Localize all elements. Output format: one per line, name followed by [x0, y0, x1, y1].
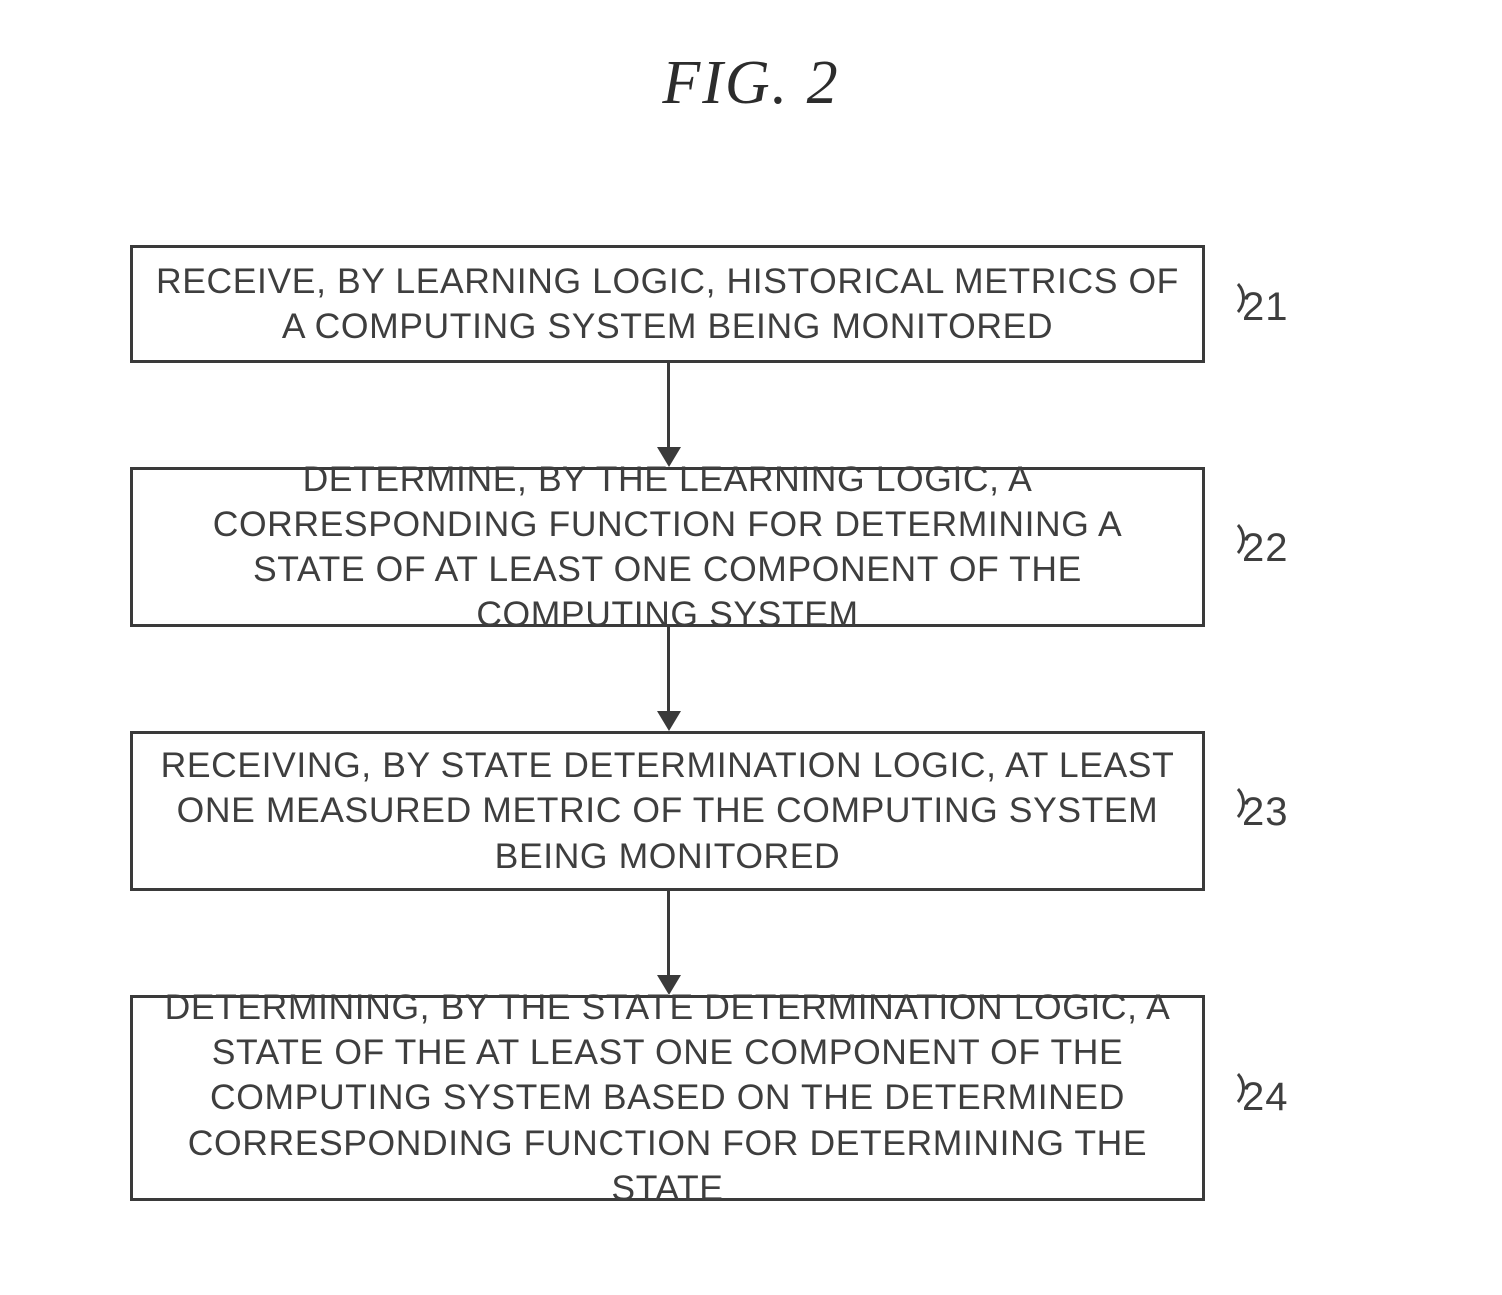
- figure-title: FIG. 2: [0, 48, 1502, 119]
- label-connector-2: [1205, 518, 1245, 560]
- label-connector-4: [1205, 1067, 1245, 1109]
- flow-box-1: RECEIVE, BY LEARNING LOGIC, HISTORICAL M…: [130, 245, 1205, 363]
- flow-box-1-label: 21: [1242, 285, 1289, 330]
- flow-box-4-label: 24: [1242, 1075, 1289, 1120]
- label-connector-1: [1205, 277, 1245, 319]
- flow-box-2-text: DETERMINE, BY THE LEARNING LOGIC, A CORR…: [155, 457, 1180, 637]
- flow-box-3-label: 23: [1242, 790, 1289, 835]
- flow-box-4: DETERMINING, BY THE STATE DETERMINATION …: [130, 995, 1205, 1201]
- label-connector-3: [1205, 782, 1245, 824]
- flow-box-2-label: 22: [1242, 526, 1289, 571]
- flow-box-4-text: DETERMINING, BY THE STATE DETERMINATION …: [155, 985, 1180, 1210]
- arrow-2-head: [657, 711, 681, 731]
- arrow-1-line: [667, 363, 670, 447]
- flow-box-3-text: RECEIVING, BY STATE DETERMINATION LOGIC,…: [155, 743, 1180, 878]
- arrow-2-line: [667, 627, 670, 711]
- flow-box-3: RECEIVING, BY STATE DETERMINATION LOGIC,…: [130, 731, 1205, 891]
- arrow-3-line: [667, 891, 670, 975]
- flow-box-2: DETERMINE, BY THE LEARNING LOGIC, A CORR…: [130, 467, 1205, 627]
- flowchart-container: RECEIVE, BY LEARNING LOGIC, HISTORICAL M…: [0, 245, 1502, 1295]
- flow-box-1-text: RECEIVE, BY LEARNING LOGIC, HISTORICAL M…: [155, 259, 1180, 349]
